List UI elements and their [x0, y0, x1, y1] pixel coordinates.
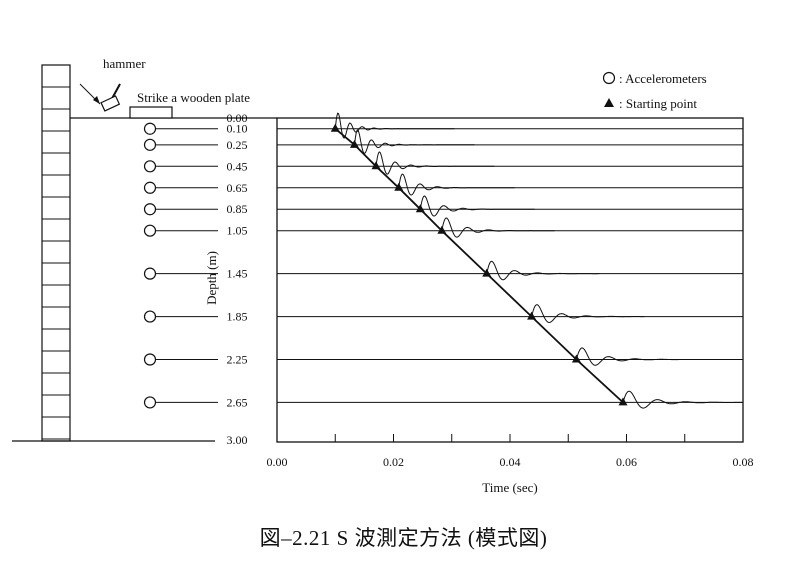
waveform-trace [334, 112, 455, 139]
depth-tick-label: 1.85 [227, 310, 248, 324]
starting-point-marker [527, 311, 537, 320]
accelerometer-marker [143, 122, 157, 135]
starting-point-marker [571, 354, 581, 363]
depth-tick-label: 1.05 [227, 224, 248, 238]
depth-tick-label: 0.45 [227, 159, 248, 173]
y-axis-title: Depth (m) [204, 251, 219, 305]
starting-point-marker [482, 268, 492, 277]
starting-point-marker [415, 204, 425, 213]
starting-point-marker [349, 139, 359, 148]
accelerometer-marker [143, 160, 157, 173]
starting-point-markers [330, 123, 628, 406]
x-tick-label: 0.08 [733, 455, 754, 469]
starting-point-marker [437, 225, 447, 234]
depth-tick-labels: 0.000.10 0.25 0.45 0.65 0.85 1.05 1.45 1.85 2.25… [227, 111, 248, 447]
accelerometer-marker [143, 224, 157, 237]
depth-tick-label: 2.65 [227, 395, 248, 409]
x-axis-title: Time (sec) [482, 480, 538, 495]
waveform-trace [441, 217, 555, 238]
waveforms [334, 112, 743, 409]
starting-point-marker [330, 123, 340, 132]
starting-point-marker [371, 161, 381, 170]
depth-tick-label: 2.25 [227, 353, 248, 367]
accelerometer-marker [143, 353, 157, 366]
hammer-icon [79, 83, 121, 112]
starting-point-legend-icon [604, 98, 614, 107]
legend-starting-point: : Starting point [619, 96, 697, 111]
plate-label: Strike a wooden plate [137, 90, 250, 105]
accelerometer-legend-icon [602, 71, 616, 85]
accelerometer-marker [143, 310, 157, 323]
soil-column [41, 64, 71, 442]
legend-accelerometers: : Accelerometers [619, 71, 707, 86]
x-tick-label: 0.04 [500, 455, 521, 469]
waveform-trace [419, 195, 535, 217]
arrival-trend-line [334, 128, 624, 404]
x-tick-label: 0.00 [267, 455, 288, 469]
x-axis-ticks: 0.00 0.02 0.04 0.06 0.08 [267, 434, 754, 469]
depth-tick-label: 0.10 [227, 122, 248, 136]
accelerometer-marker [143, 138, 157, 151]
accelerometer-marker [143, 203, 157, 216]
depth-tick-label: 0.85 [227, 202, 248, 216]
depth-tick-label: 0.65 [227, 181, 248, 195]
depth-tick-label: 0.00 [227, 111, 248, 125]
depth-tick-label: 3.00 [227, 433, 248, 447]
starting-point-marker [394, 182, 404, 191]
legend: : Accelerometers : Starting point [602, 71, 707, 111]
waveform-trace [354, 129, 475, 154]
waveform-trace [375, 151, 495, 175]
figure-caption: 図–2.21 S 波測定方法 (模式図) [259, 526, 548, 550]
accelerometer-marker [143, 396, 157, 409]
wooden-plate [129, 106, 173, 119]
starting-point-marker [618, 397, 628, 406]
accelerometer-marker [143, 267, 157, 280]
waveform-trace [575, 347, 690, 366]
depth-tick-label: 0.25 [227, 138, 248, 152]
waveform-trace [622, 390, 743, 409]
waveform-trace [531, 304, 645, 324]
hammer-label: hammer [103, 56, 146, 71]
soil-column-outline [41, 64, 71, 442]
waveform-trace [398, 173, 515, 196]
accelerometer-marker [143, 181, 157, 194]
x-tick-label: 0.02 [383, 455, 404, 469]
depth-tick-label: 1.45 [227, 267, 248, 281]
x-tick-label: 0.06 [616, 455, 637, 469]
waveform-trace [486, 260, 600, 281]
